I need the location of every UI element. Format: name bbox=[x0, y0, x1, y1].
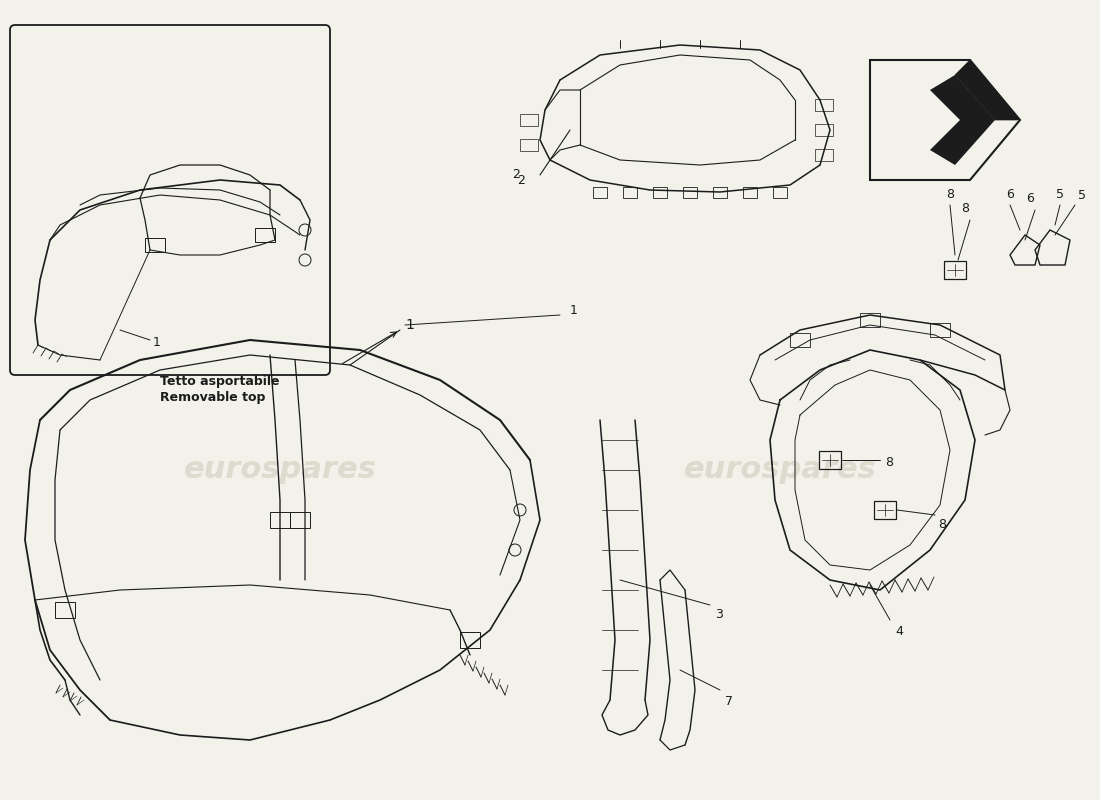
Bar bbox=[773, 187, 786, 198]
Polygon shape bbox=[930, 75, 996, 165]
Text: 2: 2 bbox=[517, 174, 525, 186]
Bar bbox=[815, 149, 833, 161]
Text: 6: 6 bbox=[1006, 189, 1014, 202]
Polygon shape bbox=[955, 60, 1020, 120]
Text: 1: 1 bbox=[153, 335, 161, 349]
Bar bbox=[55, 602, 75, 618]
Bar bbox=[815, 99, 833, 111]
Bar bbox=[860, 313, 880, 327]
FancyBboxPatch shape bbox=[10, 25, 330, 375]
Text: 2: 2 bbox=[513, 169, 520, 182]
Bar bbox=[944, 261, 966, 279]
Text: eurospares: eurospares bbox=[184, 455, 376, 485]
Bar bbox=[145, 238, 165, 252]
Bar bbox=[270, 512, 290, 528]
Text: 8: 8 bbox=[886, 455, 893, 469]
Text: 5: 5 bbox=[1056, 189, 1064, 202]
Text: 6: 6 bbox=[1026, 192, 1034, 205]
Bar bbox=[520, 139, 538, 151]
Bar bbox=[820, 451, 842, 469]
Text: eurospares: eurospares bbox=[683, 455, 877, 485]
Bar bbox=[683, 187, 697, 198]
Bar bbox=[290, 512, 310, 528]
Bar bbox=[520, 114, 538, 126]
Bar bbox=[874, 501, 896, 519]
Bar bbox=[713, 187, 727, 198]
Text: Removable top: Removable top bbox=[160, 391, 265, 405]
Bar bbox=[593, 187, 607, 198]
Text: Tetto asportabile: Tetto asportabile bbox=[160, 375, 279, 389]
Text: 8: 8 bbox=[961, 202, 969, 215]
Bar bbox=[460, 632, 480, 648]
Text: 4: 4 bbox=[895, 625, 903, 638]
Text: 8: 8 bbox=[946, 189, 954, 202]
Text: 1: 1 bbox=[405, 318, 414, 332]
Bar bbox=[742, 187, 757, 198]
Text: 7: 7 bbox=[725, 695, 733, 708]
Bar bbox=[930, 323, 950, 337]
Bar bbox=[255, 228, 275, 242]
Text: 1: 1 bbox=[570, 303, 578, 317]
Text: 3: 3 bbox=[715, 608, 723, 621]
Bar bbox=[653, 187, 667, 198]
Bar bbox=[790, 333, 810, 347]
Text: 5: 5 bbox=[1078, 189, 1086, 202]
Bar bbox=[623, 187, 637, 198]
Text: 8: 8 bbox=[938, 518, 946, 531]
Bar bbox=[815, 124, 833, 136]
